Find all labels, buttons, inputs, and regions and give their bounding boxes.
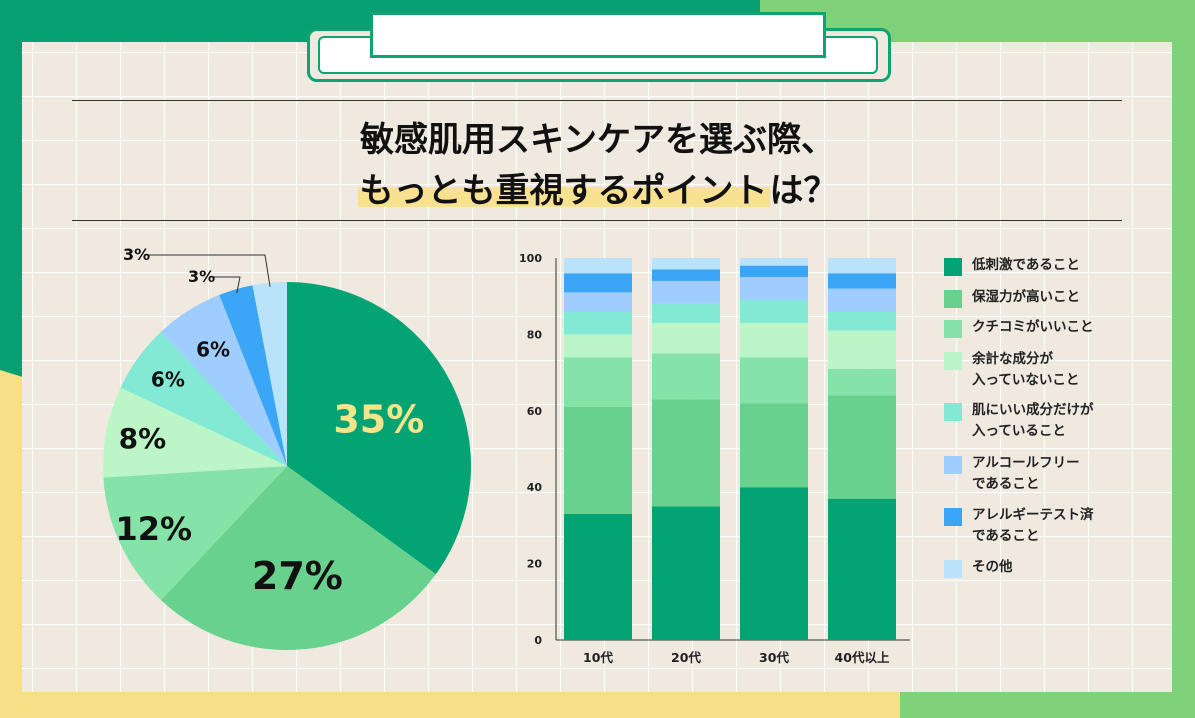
bar-segment xyxy=(564,357,632,407)
title-line-2-rest: は？ xyxy=(769,171,838,211)
bar-segment xyxy=(564,513,632,640)
pie-value-label: 8% xyxy=(119,422,167,455)
pie-value-label: 6% xyxy=(151,367,185,391)
bar-segment xyxy=(740,487,808,640)
bar-segment xyxy=(564,292,632,312)
bar-segment xyxy=(652,353,720,400)
legend-label: アレルギーテスト済 であること xyxy=(972,507,1094,544)
pie-leader-line xyxy=(145,254,271,287)
pie-slice xyxy=(287,282,471,575)
pie-chart: 35% 27% 12% 8% 6% 6% 3% 3% xyxy=(102,245,471,651)
legend-swatch xyxy=(944,403,962,421)
y-tick-label: 80 xyxy=(527,328,543,341)
bar-segment xyxy=(740,300,808,323)
bar-segment xyxy=(564,258,632,274)
legend-swatch xyxy=(944,320,962,338)
legend-swatch xyxy=(944,258,962,276)
y-tick-label: 20 xyxy=(527,558,543,571)
legend-swatch xyxy=(944,560,962,578)
title-line-1: 敏感肌用スキンケアを選ぶ際、 xyxy=(360,120,835,160)
pie-slice xyxy=(103,466,287,601)
legend-swatch xyxy=(944,290,962,308)
pie-value-label: 35% xyxy=(333,398,424,442)
pie-slice xyxy=(102,387,287,478)
bar-segment xyxy=(652,322,720,354)
bar-segment xyxy=(740,258,808,266)
pie-value-label: 3% xyxy=(188,267,215,286)
stacked-bar-chart: 0 20 40 60 80 100 10代 20代 30代 40代以上 xyxy=(519,252,910,665)
bar-segment xyxy=(740,322,808,358)
bar-segment xyxy=(828,258,896,274)
bar-segment xyxy=(740,265,808,278)
x-tick-label: 10代 xyxy=(583,650,613,665)
clipboard-tab xyxy=(370,12,826,58)
bar-segment xyxy=(652,258,720,270)
pie-slice xyxy=(161,466,436,651)
legend-label: 肌にいい成分だけが 入っていること xyxy=(972,402,1094,439)
bar-segment xyxy=(740,403,808,488)
title-rule-bottom xyxy=(72,220,1122,221)
bar-segment xyxy=(828,395,896,499)
title-rule-top xyxy=(72,100,1122,101)
bar-segment xyxy=(652,506,720,640)
legend-label: 保湿力が高いこと xyxy=(972,289,1080,305)
bar-segment xyxy=(740,277,808,301)
y-tick-label: 60 xyxy=(527,405,543,418)
legend-label: 余計な成分が 入っていないこと xyxy=(972,351,1080,388)
bar-segment xyxy=(564,311,632,335)
pie-value-label: 3% xyxy=(123,245,150,264)
bar-segment xyxy=(740,357,808,404)
bar-segment xyxy=(564,273,632,293)
bar-segment xyxy=(652,399,720,507)
y-tick-label: 40 xyxy=(527,481,543,494)
bar-segment xyxy=(652,280,720,304)
legend-label: 低刺激であること xyxy=(972,257,1080,273)
legend-swatch xyxy=(944,456,962,474)
legend-label: その他 xyxy=(972,559,1013,575)
x-tick-label: 30代 xyxy=(759,650,789,665)
bar-segment xyxy=(652,269,720,281)
x-tick-label: 40代以上 xyxy=(835,650,890,665)
title-highlight: もっとも重視するポイント xyxy=(357,171,770,211)
legend-label: アルコールフリー であること xyxy=(972,455,1080,492)
bar-segment xyxy=(828,288,896,312)
bar-segment xyxy=(564,334,632,358)
legend-swatch xyxy=(944,352,962,370)
pie-value-label: 27% xyxy=(252,554,343,598)
bar-segment xyxy=(828,498,896,640)
title-line-2: もっとも重視するポイントは？ xyxy=(0,163,1195,212)
y-tick-label: 100 xyxy=(519,252,542,265)
pie-slice xyxy=(120,331,287,466)
bar-segment xyxy=(564,406,632,514)
pie-slice xyxy=(161,294,287,466)
legend-label: クチコミがいいこと xyxy=(972,319,1094,335)
bar-segment xyxy=(828,273,896,289)
pie-value-label: 6% xyxy=(196,337,230,361)
bar-segment xyxy=(652,303,720,323)
pie-slice xyxy=(252,282,287,466)
bar-segment xyxy=(828,330,896,369)
y-tick-label: 0 xyxy=(534,634,542,647)
bar-segment xyxy=(828,368,896,396)
legend-swatch xyxy=(944,508,962,526)
pie-slice xyxy=(219,285,287,466)
x-tick-label: 20代 xyxy=(671,650,701,665)
bar-segment xyxy=(828,311,896,331)
pie-leader-line xyxy=(210,276,241,294)
pie-value-label: 12% xyxy=(116,510,193,548)
